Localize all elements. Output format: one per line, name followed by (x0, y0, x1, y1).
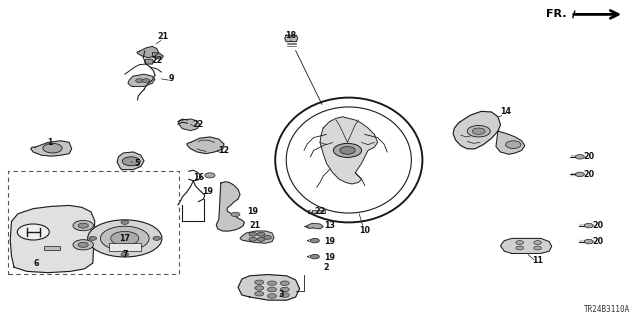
Circle shape (310, 254, 319, 259)
Polygon shape (500, 238, 552, 253)
Text: 19: 19 (324, 253, 335, 262)
Circle shape (310, 238, 319, 243)
Circle shape (516, 241, 524, 244)
Polygon shape (178, 119, 200, 131)
Circle shape (249, 232, 257, 236)
Circle shape (249, 237, 257, 241)
Text: 1: 1 (47, 138, 52, 147)
Text: 19: 19 (202, 188, 214, 196)
Circle shape (17, 224, 49, 240)
Circle shape (231, 212, 240, 217)
Circle shape (88, 220, 162, 257)
Text: 20: 20 (593, 221, 604, 230)
Text: 13: 13 (324, 221, 335, 230)
Circle shape (255, 292, 264, 296)
Polygon shape (496, 131, 525, 154)
Text: 6: 6 (34, 260, 39, 268)
Text: 11: 11 (532, 256, 543, 265)
Circle shape (78, 242, 88, 247)
Polygon shape (238, 275, 300, 300)
Text: 21: 21 (249, 221, 260, 230)
Circle shape (268, 294, 276, 298)
Circle shape (136, 79, 143, 83)
Circle shape (205, 173, 215, 178)
Circle shape (534, 241, 541, 244)
Circle shape (255, 286, 264, 290)
Text: 22: 22 (193, 120, 204, 129)
FancyBboxPatch shape (44, 246, 60, 250)
Text: 10: 10 (359, 226, 371, 235)
Text: 14: 14 (500, 108, 511, 116)
Polygon shape (453, 111, 500, 149)
FancyBboxPatch shape (109, 243, 141, 251)
Circle shape (121, 252, 129, 256)
Polygon shape (137, 46, 159, 58)
Circle shape (89, 236, 97, 240)
Text: 16: 16 (193, 173, 204, 182)
Text: 7: 7 (122, 250, 127, 259)
Polygon shape (285, 35, 298, 42)
Circle shape (575, 155, 584, 159)
Circle shape (78, 223, 88, 228)
Circle shape (257, 232, 265, 236)
Circle shape (264, 236, 271, 239)
Polygon shape (320, 117, 378, 184)
Circle shape (255, 280, 264, 284)
Text: 21: 21 (157, 32, 169, 41)
Text: 20: 20 (583, 152, 595, 161)
Circle shape (584, 223, 593, 228)
Text: 17: 17 (119, 234, 131, 243)
Polygon shape (187, 137, 224, 154)
Circle shape (584, 239, 593, 244)
Text: FR.: FR. (546, 9, 566, 20)
Circle shape (534, 246, 541, 250)
Circle shape (257, 237, 265, 241)
Circle shape (142, 79, 150, 83)
Text: 22: 22 (314, 207, 326, 216)
Text: 19: 19 (247, 207, 259, 216)
Circle shape (268, 281, 276, 285)
FancyBboxPatch shape (312, 210, 325, 213)
Polygon shape (31, 141, 72, 156)
Polygon shape (152, 53, 163, 59)
Circle shape (153, 236, 161, 240)
Text: 3: 3 (279, 290, 284, 299)
Text: 5: 5 (135, 159, 140, 168)
Circle shape (73, 240, 93, 250)
Text: 19: 19 (324, 237, 335, 246)
Circle shape (111, 231, 139, 245)
Circle shape (516, 246, 524, 250)
Circle shape (100, 226, 149, 251)
Text: 18: 18 (285, 31, 297, 40)
Text: TR24B3110A: TR24B3110A (584, 305, 630, 314)
Circle shape (333, 143, 362, 157)
Polygon shape (216, 182, 244, 231)
Text: 12: 12 (218, 146, 230, 155)
Circle shape (467, 125, 490, 137)
Polygon shape (307, 223, 323, 229)
Polygon shape (10, 205, 95, 273)
Circle shape (472, 128, 485, 134)
Text: 9: 9 (169, 74, 174, 83)
Text: 20: 20 (593, 237, 604, 246)
Polygon shape (117, 152, 144, 170)
Circle shape (73, 220, 93, 231)
Circle shape (122, 157, 140, 166)
Circle shape (268, 287, 276, 292)
Circle shape (280, 293, 289, 297)
Polygon shape (240, 231, 274, 243)
Polygon shape (145, 59, 154, 64)
Circle shape (43, 143, 62, 153)
Circle shape (575, 172, 584, 177)
Circle shape (121, 220, 129, 224)
Text: 2: 2 (324, 263, 329, 272)
Circle shape (340, 147, 355, 154)
Circle shape (280, 281, 289, 285)
Text: 22: 22 (151, 56, 163, 65)
Text: 20: 20 (583, 170, 595, 179)
Circle shape (506, 141, 521, 148)
Circle shape (280, 287, 289, 292)
Polygon shape (128, 74, 155, 86)
